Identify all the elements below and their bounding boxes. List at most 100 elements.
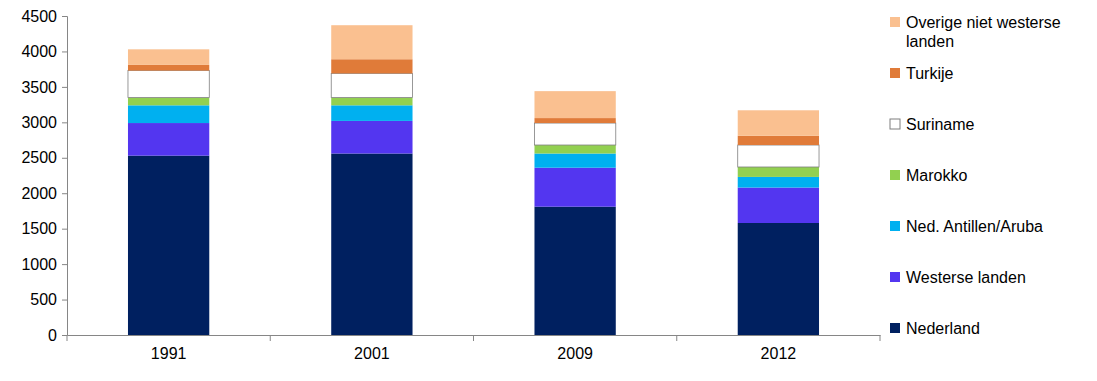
bar xyxy=(331,98,412,106)
bar xyxy=(534,91,615,118)
series xyxy=(128,98,819,177)
tick-label: 2012 xyxy=(761,345,797,362)
bar xyxy=(128,123,209,156)
tick-label: 2000 xyxy=(21,185,57,202)
legend-swatch xyxy=(890,323,900,333)
tick: 2001 xyxy=(354,335,390,362)
tick: 3000 xyxy=(21,114,67,131)
bar xyxy=(738,177,819,188)
legend-label: Turkije xyxy=(906,65,954,82)
tick: 500 xyxy=(30,291,67,308)
tick-label: 1991 xyxy=(151,345,187,362)
series xyxy=(128,154,819,335)
bar xyxy=(331,25,412,59)
series xyxy=(128,105,819,187)
tick-mark xyxy=(62,264,67,265)
bar xyxy=(534,168,615,207)
plot-area: 0 500 1000 1500 2000 2500 3000 3500 4000 4500 1991… xyxy=(21,8,880,362)
separator xyxy=(880,335,881,341)
axis-line xyxy=(62,17,68,336)
series xyxy=(128,71,819,167)
tick-label: 3000 xyxy=(21,114,57,131)
tick-mark xyxy=(62,16,67,17)
legend-entry: Turkije xyxy=(890,65,954,82)
legend-swatch xyxy=(890,17,900,27)
bar xyxy=(534,118,615,123)
legend-swatch xyxy=(890,170,900,180)
bar xyxy=(738,110,819,136)
legend-label: Suriname xyxy=(906,116,975,133)
series xyxy=(128,59,819,145)
tick-label: 500 xyxy=(30,291,57,308)
legend-entry: Ned. Antillen/Aruba xyxy=(890,218,1043,235)
tick-label: 0 xyxy=(48,327,57,344)
tick-label: 4500 xyxy=(21,8,57,25)
legend-entry: Overige niet westerselanden xyxy=(890,14,1061,50)
legend-entry: Marokko xyxy=(890,167,967,184)
bar xyxy=(331,59,412,73)
bar xyxy=(331,73,412,97)
tick-mark xyxy=(62,300,67,301)
separator xyxy=(676,335,677,341)
bars xyxy=(128,25,819,335)
tick: 4000 xyxy=(21,43,67,60)
legend-label: Marokko xyxy=(906,167,967,184)
legend-entry: Nederland xyxy=(890,320,980,337)
bar xyxy=(331,154,412,335)
bar xyxy=(534,123,615,145)
bar xyxy=(738,188,819,223)
legend-swatch xyxy=(890,272,900,282)
bar xyxy=(128,65,209,71)
bar xyxy=(128,156,209,335)
tick-mark xyxy=(62,229,67,230)
bar xyxy=(331,105,412,121)
legend-label: Westerse landen xyxy=(906,269,1026,286)
tick-mark xyxy=(62,51,67,52)
legend-swatch xyxy=(890,119,900,129)
bar xyxy=(534,145,615,154)
tick-label: 1000 xyxy=(21,256,57,273)
tick: 2500 xyxy=(21,149,67,166)
legend-label: Overige niet westerselanden xyxy=(906,14,1061,50)
bar xyxy=(331,121,412,154)
legend: Overige niet westerselanden Turkije Surina… xyxy=(890,14,1061,337)
tick: 1991 xyxy=(151,335,187,362)
tick: 2012 xyxy=(761,335,797,362)
bar xyxy=(128,105,209,123)
bar xyxy=(128,49,209,65)
tick-mark xyxy=(62,87,67,88)
legend-swatch xyxy=(890,68,900,78)
legend-label: Nederland xyxy=(906,320,980,337)
tick: 3500 xyxy=(21,79,67,96)
tick: 4500 xyxy=(21,8,67,25)
bar xyxy=(738,145,819,167)
legend-entry: Westerse landen xyxy=(890,269,1026,286)
tick-label: 4000 xyxy=(21,43,57,60)
bar xyxy=(738,136,819,145)
tick-label: 1500 xyxy=(21,220,57,237)
bar xyxy=(128,71,209,98)
bar xyxy=(534,154,615,168)
tick: 1000 xyxy=(21,256,67,273)
separator xyxy=(270,335,271,341)
tick: 0 xyxy=(48,327,67,344)
tick-label: 2001 xyxy=(354,345,390,362)
tick-mark xyxy=(62,193,67,194)
y-axis: 0 500 1000 1500 2000 2500 3000 3500 4000 4500 xyxy=(21,8,67,344)
legend-entry: Suriname xyxy=(890,116,975,133)
separator xyxy=(67,335,68,341)
chart: 0 500 1000 1500 2000 2500 3000 3500 4000 4500 1991… xyxy=(0,0,1097,381)
tick-mark xyxy=(62,122,67,123)
bar xyxy=(534,207,615,335)
bar xyxy=(738,223,819,335)
tick-label: 3500 xyxy=(21,79,57,96)
tick: 2000 xyxy=(21,185,67,202)
series xyxy=(128,25,819,136)
legend-label: Ned. Antillen/Aruba xyxy=(906,218,1043,235)
bar xyxy=(738,167,819,177)
tick: 1500 xyxy=(21,220,67,237)
tick-mark xyxy=(62,335,67,336)
separator xyxy=(473,335,474,341)
legend-swatch xyxy=(890,221,900,231)
category-separators xyxy=(67,335,880,341)
